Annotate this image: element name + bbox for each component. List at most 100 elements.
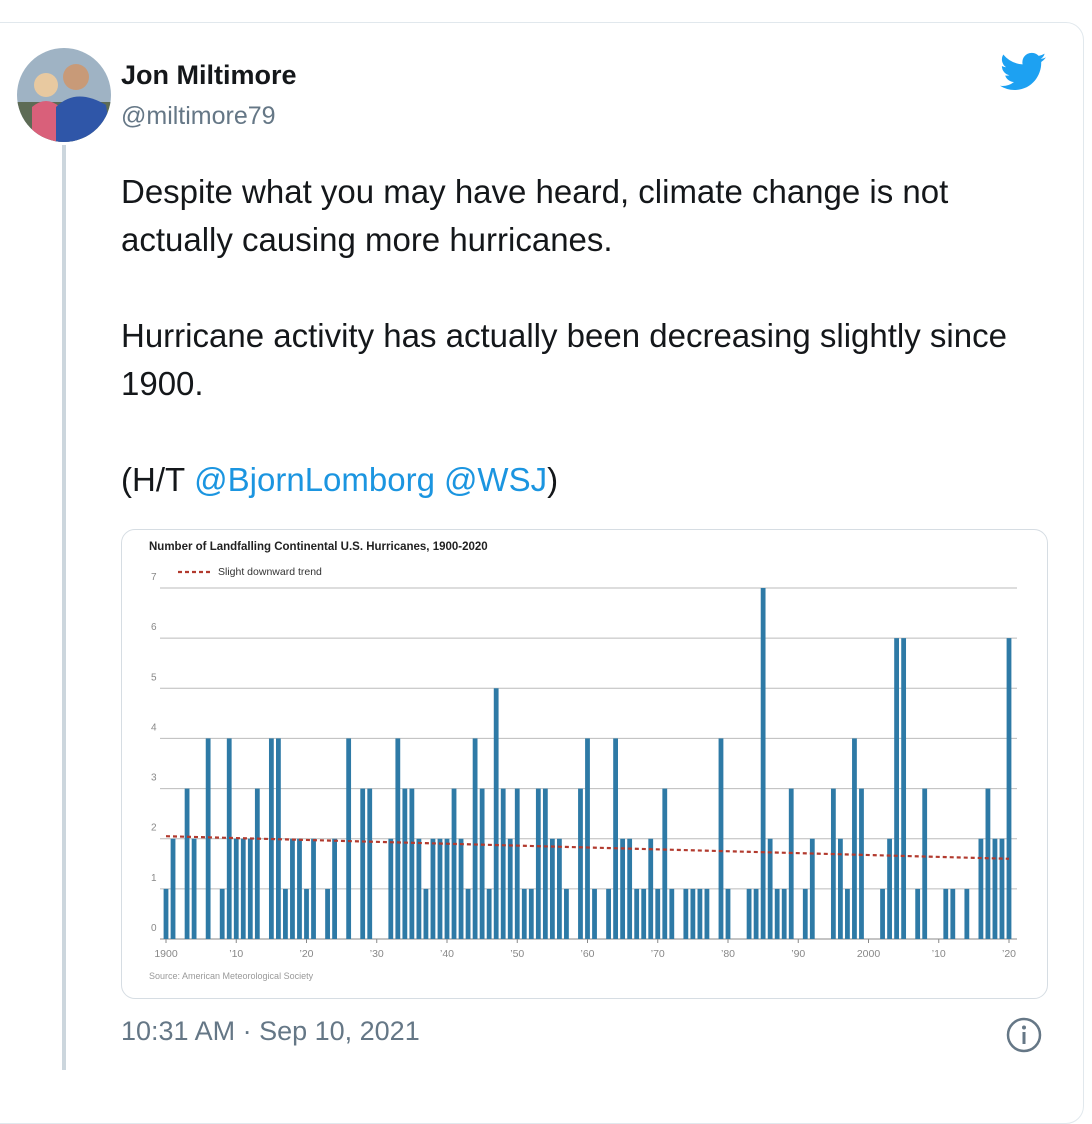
bar [669,888,675,939]
bar [549,838,555,939]
tweet-text: Despite what you may have heard, climate… [121,168,1051,552]
bar [521,888,527,939]
bar [697,888,703,939]
info-icon[interactable] [1005,1016,1043,1054]
bar [894,638,899,939]
y-tick-label: 4 [151,722,157,733]
x-tick-label: ’80 [721,948,735,960]
x-tick-label: 1900 [154,948,178,960]
bar [788,788,794,939]
bar [592,888,597,939]
bar [943,888,949,939]
bar [409,788,415,939]
x-tick-label: ’10 [229,948,243,960]
bar [500,788,506,939]
x-tick-label: ’40 [440,948,454,960]
x-tick-label: ’70 [651,948,665,960]
bar [852,738,857,939]
bar [950,888,956,939]
bar [613,738,618,939]
hat-tip-suffix: ) [547,461,559,498]
bar [859,788,864,939]
bar [887,838,892,939]
trend-line [165,835,1010,860]
bar [662,788,668,939]
y-tick-label: 0 [151,923,157,934]
bar [557,838,562,939]
bar [767,838,773,939]
x-tick-label: ’50 [510,948,524,960]
bar [901,638,907,939]
bar [718,738,724,939]
bar [992,838,998,939]
bar [458,838,464,939]
page: Jon Miltimore @miltimore79 Despite what … [0,22,1084,1124]
x-tick-label: ’10 [932,948,946,960]
bar [838,838,843,939]
bar [964,888,970,939]
bar [535,788,541,939]
bar [753,888,759,939]
mention[interactable]: @WSJ [443,461,548,498]
y-tick-label: 2 [151,823,157,834]
bar [402,788,408,939]
user-handle[interactable]: @miltimore79 [121,102,276,130]
bar [451,788,457,939]
bar [690,888,696,939]
bar [191,838,197,939]
bar [704,888,710,939]
bar [915,888,921,939]
bar [444,838,450,939]
y-tick-label: 3 [151,773,157,784]
mention[interactable]: @BjornLomborg [194,461,435,498]
bar [641,888,647,939]
bar [542,788,548,939]
x-tick-label: ’20 [1002,948,1016,960]
avatar[interactable] [16,47,112,143]
bar [184,788,190,939]
bar [528,888,534,939]
paragraph: Despite what you may have heard, climate… [121,173,949,258]
bar [416,838,422,939]
bar [430,838,436,939]
bar [1006,638,1012,939]
bar [774,888,780,939]
bar [395,738,401,939]
chart-title: Number of Landfalling Continental U.S. H… [149,541,488,553]
chart-image[interactable]: Number of Landfalling Continental U.S. H… [121,529,1048,999]
bar [493,688,499,939]
legend-label: Slight downward trend [218,566,322,578]
bar [486,888,492,939]
bar [423,888,429,939]
bar [290,838,295,939]
bar [254,788,260,939]
bar [507,838,513,939]
bar [233,838,239,939]
x-tick-label: ’90 [791,948,805,960]
bar [479,788,485,939]
paragraph: Hurricane activity has actually been dec… [121,317,1007,402]
timestamp[interactable]: 10:31 AM · Sep 10, 2021 [121,1016,420,1046]
bar [978,838,984,939]
twitter-logo[interactable] [1000,52,1046,92]
bar [781,888,787,939]
bar [332,838,337,939]
bar [465,888,471,939]
x-tick-label: ’60 [580,948,594,960]
bar [170,838,176,939]
bar [247,838,253,939]
bar [297,838,302,939]
y-tick-label: 1 [151,873,157,884]
bar [830,788,836,939]
y-tick-label: 7 [151,572,157,583]
bar [325,888,330,939]
bar [311,838,316,939]
bar [388,838,394,939]
bar [205,738,211,939]
bar [346,738,352,939]
bar [627,838,633,939]
bar [304,888,309,939]
bar [564,888,569,939]
bar [620,838,626,939]
user-name[interactable]: Jon Miltimore [121,60,297,90]
